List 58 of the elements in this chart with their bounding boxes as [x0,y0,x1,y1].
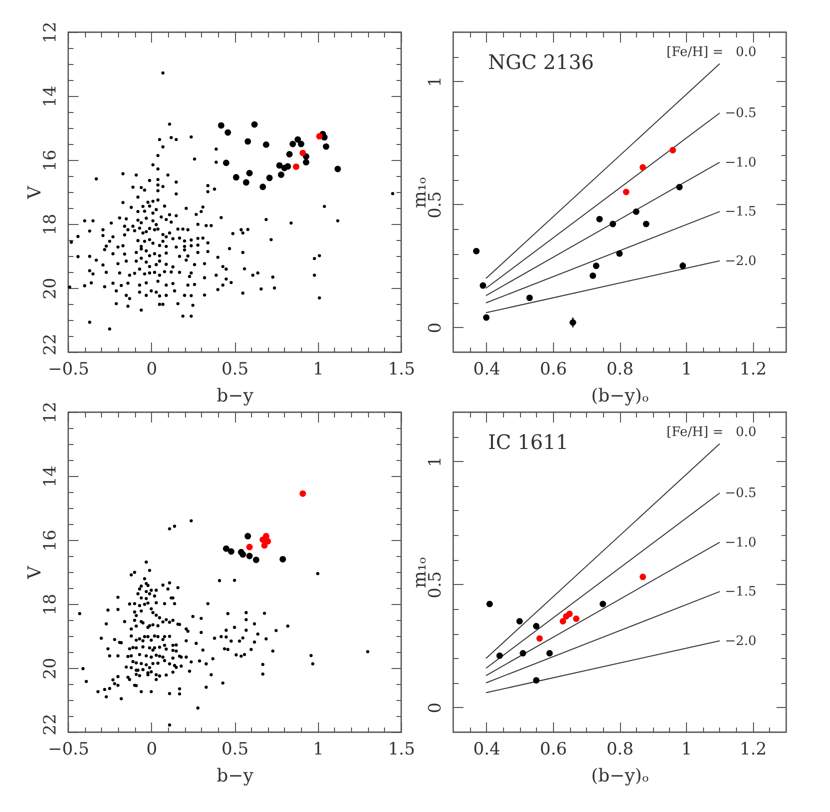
x-tick-label: 0.8 [606,740,634,760]
x-tick-label: 0.4 [473,740,500,760]
y-tick-label: 0 [426,702,446,714]
x-tick-label: 0 [146,740,158,760]
x-tick-label: 1.2 [740,740,767,760]
y-axis-title: V [24,185,46,200]
y-tick-label: 20 [40,658,60,680]
x-tick-label: 0.5 [221,360,249,380]
text: NGC 2136 [488,50,594,74]
y-tick-label: 22 [40,334,60,356]
x-tick-label: 1 [681,360,692,380]
series-label: −0.5 [724,486,756,502]
x-tick-label: 1.5 [388,360,416,380]
series-label: 0.0 [736,45,756,60]
series-label: −1.0 [724,155,756,170]
series-label: −2.0 [724,634,756,649]
annotation: [Fe/H] = [666,45,724,60]
annotation: [Fe/H] = [666,425,724,440]
x-axis-title: b−y [216,386,254,406]
x-tick-label: 0.4 [473,360,500,380]
series-label: −0.5 [724,106,756,122]
y-tick-label: 12 [40,402,60,424]
x-tick-label: 1.5 [388,740,416,760]
y-tick-label: 0 [426,322,446,334]
series-label: −1.5 [724,584,756,600]
x-tick-label: 0 [146,360,158,380]
y-tick-label: 18 [40,214,60,236]
text: IC 1611 [488,430,568,454]
x-tick-label: 1.2 [740,360,767,380]
x-tick-label: 0.8 [606,360,634,380]
series-label: −1.5 [724,204,756,220]
y-tick-label: 12 [40,22,60,44]
y-axis-title: V [24,565,46,580]
y-tick-label: 18 [40,594,60,616]
y-tick-label: 16 [40,150,60,172]
x-tick-label: 0.6 [540,740,567,760]
y-tick-label: 16 [40,530,60,552]
y-tick-label: 14 [40,466,60,488]
y-tick-label: 1 [426,456,446,468]
series-label: 0.0 [736,425,756,440]
y-tick-label: 14 [40,86,60,108]
series-label: −2.0 [724,254,756,269]
x-tick-label: −0.5 [48,740,90,760]
y-tick-label: 22 [40,714,60,736]
x-axis-title: (b−y)ₒ [591,766,649,786]
x-tick-label: −0.5 [48,360,90,380]
y-tick-label: 20 [40,278,60,300]
y-tick-label: 0.5 [426,191,446,218]
x-tick-label: 1 [312,360,324,380]
y-tick-label: 1 [426,76,446,88]
x-tick-label: 0.6 [540,360,567,380]
x-tick-label: 1 [312,740,324,760]
x-tick-label: 1 [681,740,692,760]
x-axis-title: (b−y)ₒ [591,386,649,406]
x-tick-label: 0.5 [221,740,249,760]
x-axis-title: b−y [216,766,254,786]
series-label: −1.0 [724,535,756,550]
y-tick-label: 0.5 [426,571,446,598]
